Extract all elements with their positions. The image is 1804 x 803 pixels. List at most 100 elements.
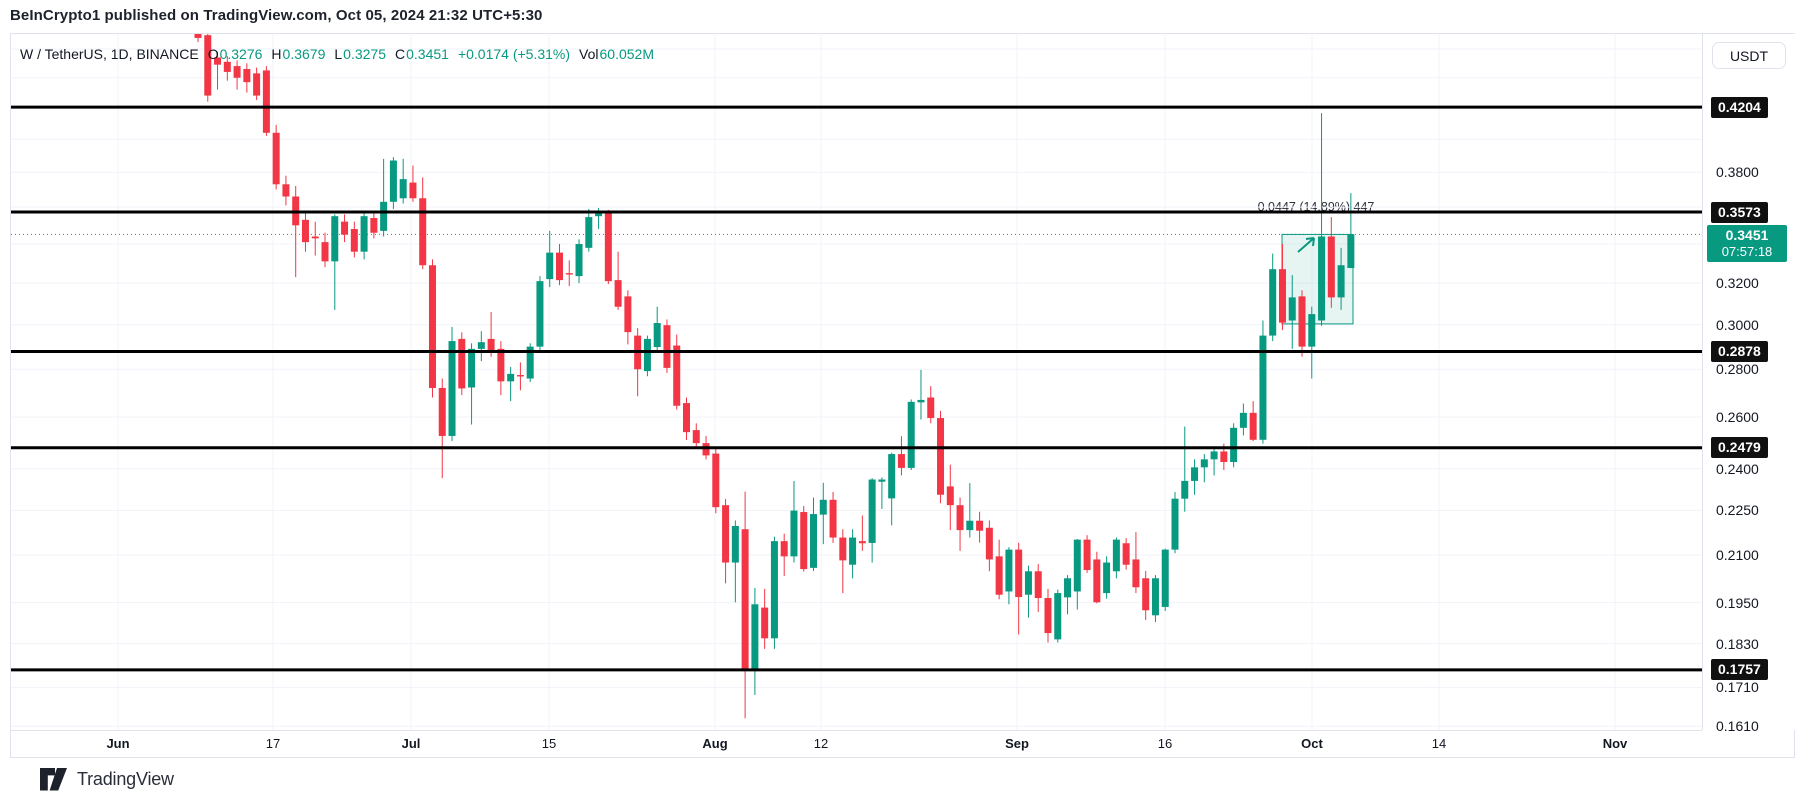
candle [712, 448, 720, 514]
candle [1064, 575, 1072, 615]
candle [1239, 403, 1247, 436]
price-axis-label: 0.1710 [1716, 679, 1759, 696]
candle [966, 483, 974, 538]
candle [516, 362, 524, 391]
candle [829, 491, 837, 543]
range-arrow-icon [1297, 237, 1315, 253]
symbol-title[interactable]: W / TetherUS, 1D, BINANCE [20, 46, 199, 62]
time-axis-label: Aug [702, 736, 728, 751]
candle [1054, 589, 1062, 643]
symbol-legend: W / TetherUS, 1D, BINANCE O 0.3276 H 0.367… [20, 46, 654, 62]
candle [1044, 588, 1052, 643]
candle [1249, 401, 1257, 442]
candle [692, 423, 700, 447]
candle [1200, 454, 1208, 483]
candle [858, 515, 866, 551]
legend-volume: Vol 60.052M [579, 46, 654, 62]
candle [1132, 532, 1140, 594]
candle [1327, 217, 1335, 308]
candle [497, 341, 505, 396]
candle [1093, 551, 1101, 604]
candle [878, 477, 886, 509]
candle [604, 209, 612, 285]
time-scale[interactable]: Jun 17 Jul 15 Aug 12 Sep 16 Oct 14 Nov [11, 730, 1702, 757]
candle [1083, 535, 1091, 573]
candle [1278, 244, 1286, 331]
candle [1073, 539, 1081, 610]
price-scale[interactable]: 0.3800 0.3200 0.3000 0.2800 0.2600 0.2400 0.22… [1702, 34, 1795, 734]
price-axis-label: 0.1950 [1716, 594, 1759, 611]
candle [663, 319, 671, 373]
price-axis-label: 0.3800 [1716, 164, 1759, 181]
candle [223, 56, 231, 81]
candle [360, 212, 368, 260]
candle [800, 506, 808, 572]
current-price-value: 0.3451 [1725, 226, 1769, 243]
candle [1191, 459, 1199, 495]
candle [731, 520, 739, 603]
candle [311, 221, 319, 256]
candle [214, 51, 222, 90]
candle [1347, 193, 1355, 269]
candle [849, 529, 857, 579]
candle [634, 327, 642, 397]
candle [575, 239, 583, 284]
candle [1230, 423, 1238, 468]
candle [810, 497, 818, 571]
brand-name: TradingView [77, 769, 174, 789]
candle [1112, 537, 1120, 579]
candle [546, 230, 554, 288]
candle [292, 186, 300, 278]
candle [741, 491, 749, 719]
candle [1024, 565, 1032, 618]
candle [927, 386, 935, 424]
time-axis-label: 15 [541, 736, 557, 751]
candle [614, 251, 622, 310]
candle [868, 478, 876, 563]
candle [507, 366, 515, 402]
candle [1005, 547, 1013, 605]
tradingview-brand[interactable]: TradingView [40, 768, 174, 791]
candle [341, 214, 349, 243]
candle [350, 221, 358, 258]
candle [282, 175, 290, 206]
candle [487, 311, 495, 357]
candle [1034, 564, 1042, 612]
candle [204, 34, 212, 102]
candle [790, 480, 798, 563]
candle [643, 335, 651, 377]
chart-card: 0.0447 (14.89%) 447 W / TetherUS, 1D, BI… [10, 33, 1795, 758]
candle [194, 34, 202, 43]
price-level-badge: 0.2878 [1711, 341, 1768, 363]
price-level-badge: 0.2479 [1711, 437, 1768, 459]
candlestick-chart-pane[interactable] [11, 34, 1702, 730]
candle [253, 67, 261, 101]
candle [995, 539, 1003, 600]
time-axis-label: Jun [106, 736, 130, 751]
candle [722, 498, 730, 584]
price-level-badge: 0.3573 [1711, 201, 1768, 223]
candle [438, 378, 446, 479]
price-level-badge: 0.4204 [1711, 96, 1768, 118]
currency-toggle-button[interactable]: USDT [1712, 42, 1786, 69]
time-axis-label: 16 [1157, 736, 1173, 751]
candle [819, 482, 827, 545]
candle [419, 177, 427, 270]
candle [477, 331, 485, 362]
price-axis-label: 0.1830 [1716, 635, 1759, 652]
candle [673, 334, 681, 410]
candle [1161, 548, 1169, 611]
candle [1181, 426, 1189, 512]
candle [331, 214, 339, 310]
candle [1015, 542, 1023, 635]
candle [448, 326, 456, 442]
candle [1298, 290, 1306, 357]
candle [458, 332, 466, 396]
candle [1103, 556, 1111, 599]
legend-change: +0.0174 (+5.31%) [457, 46, 571, 62]
time-axis-label: 14 [1431, 736, 1447, 751]
time-axis-label: 17 [265, 736, 281, 751]
candle [1171, 491, 1179, 554]
candle [389, 157, 397, 209]
